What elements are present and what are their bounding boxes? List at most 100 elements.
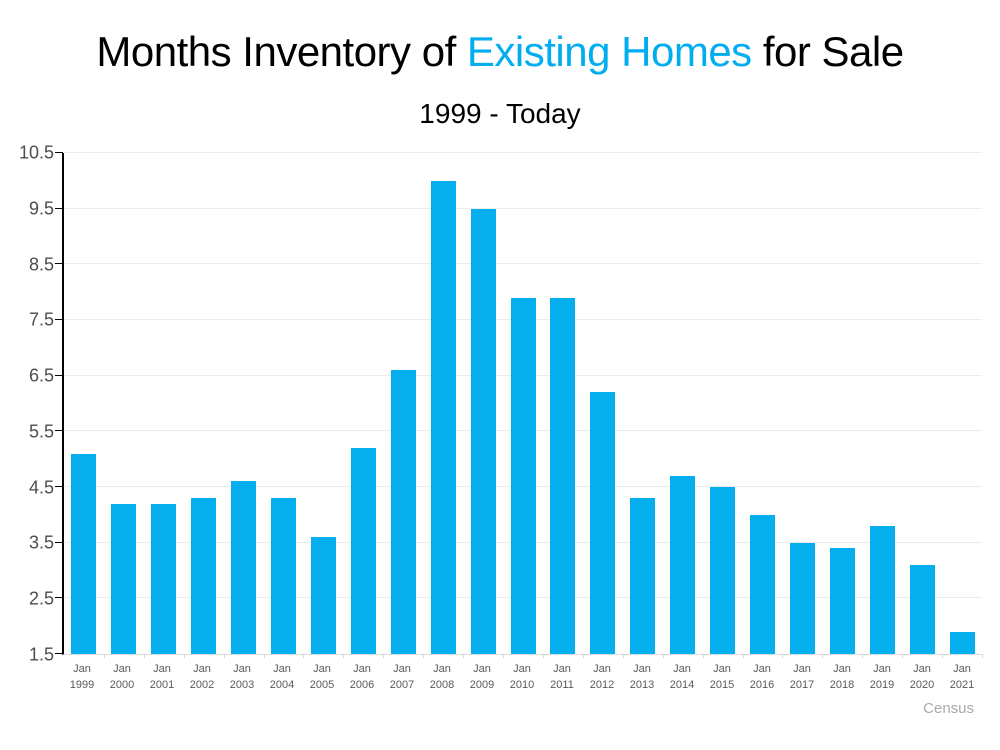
x-tick-label: Jan 2000 (109, 663, 135, 691)
x-axis-tick (303, 654, 305, 658)
gridline (64, 263, 982, 265)
y-axis-tick (55, 207, 63, 209)
y-tick-label: 7.5 (28, 309, 54, 330)
y-tick-label: 10.5 (18, 142, 54, 163)
page-title: Months Inventory of Existing Homes for S… (0, 28, 1000, 76)
x-tick-label: Jan 2010 (509, 663, 535, 691)
title-part1: Months Inventory of (96, 28, 467, 75)
x-tick-label: Jan 2016 (749, 663, 775, 691)
bar-jan-2018 (829, 548, 855, 654)
x-tick-label: Jan 2001 (149, 663, 175, 691)
x-axis-tick (183, 654, 185, 658)
bar-jan-2002 (191, 498, 217, 654)
y-tick-label: 5.5 (28, 421, 54, 442)
y-axis-tick (55, 319, 63, 321)
x-axis-tick (902, 654, 904, 658)
x-tick-label: Jan 2012 (589, 663, 615, 691)
x-axis-tick (582, 654, 584, 658)
x-axis-tick (103, 654, 105, 658)
x-tick-label: Jan 2018 (829, 663, 855, 691)
bar-jan-1999 (71, 453, 97, 654)
x-axis-tick (742, 654, 744, 658)
x-tick-label: Jan 2004 (269, 663, 295, 691)
x-axis-tick (383, 654, 385, 658)
bar-jan-2020 (909, 564, 935, 654)
y-axis-tick (55, 152, 63, 153)
x-axis-tick (662, 654, 664, 658)
x-tick-label: Jan 2003 (229, 663, 255, 691)
y-axis-tick (55, 597, 63, 599)
bar-jan-2004 (271, 498, 297, 654)
source-label: Census (923, 700, 974, 717)
x-axis-tick (702, 654, 704, 658)
y-axis-tick (55, 653, 63, 654)
y-axis-tick (55, 541, 63, 543)
y-tick-label: 6.5 (28, 365, 54, 386)
plot-area (55, 152, 983, 658)
x-axis-tick (463, 654, 465, 658)
x-axis-tick (263, 654, 265, 658)
x-axis-tick (622, 654, 624, 658)
bar-jan-2019 (869, 525, 895, 654)
x-axis-tick (143, 654, 145, 658)
gridline (64, 152, 982, 153)
bar-jan-2005 (310, 537, 336, 654)
x-tick-label: Jan 2008 (429, 663, 455, 691)
x-axis-tick (982, 654, 983, 658)
y-axis-labels: 1.5 2.5 3.5 4.5 5.5 6.5 7.5 8.5 9.5 10.5 (0, 143, 54, 665)
x-axis-tick (343, 654, 345, 658)
y-axis-tick (55, 374, 63, 376)
y-tick-label: 8.5 (28, 254, 54, 275)
y-tick-label: 1.5 (28, 644, 54, 665)
bar-jan-2021 (949, 631, 975, 654)
bar-jan-2014 (670, 475, 696, 654)
x-tick-label: Jan 2002 (189, 663, 215, 691)
bar-jan-2008 (430, 180, 456, 654)
y-tick-label: 2.5 (28, 588, 54, 609)
x-axis-labels: Jan 1999 Jan 2000 Jan 2001 Jan 2002 Jan 2003 Jan 20… (62, 662, 982, 702)
bar-jan-2003 (231, 481, 257, 654)
x-axis-tick (822, 654, 824, 658)
bar-jan-2009 (470, 208, 496, 654)
x-axis-tick (542, 654, 544, 658)
x-axis-tick (782, 654, 784, 658)
x-tick-label: Jan 2014 (669, 663, 695, 691)
x-tick-label: Jan 2017 (789, 663, 815, 691)
x-tick-label: Jan 2007 (389, 663, 415, 691)
bar-jan-2016 (749, 514, 775, 654)
y-tick-label: 3.5 (28, 532, 54, 553)
bar-jan-2001 (151, 503, 177, 654)
bar-jan-2006 (350, 448, 376, 654)
chart-subtitle: 1999 - Today (419, 98, 581, 129)
x-axis-tick (862, 654, 864, 658)
y-axis-tick (55, 486, 63, 488)
x-tick-label: Jan 2019 (869, 663, 895, 691)
x-tick-label: Jan 2009 (469, 663, 495, 691)
x-axis-tick (423, 654, 425, 658)
title-highlight: Existing Homes (466, 28, 752, 75)
y-axis-tick (55, 263, 63, 265)
x-tick-label: Jan 1999 (69, 663, 95, 691)
x-axis-tick (942, 654, 944, 658)
x-tick-label: Jan 2020 (909, 663, 935, 691)
bar-jan-2000 (111, 503, 137, 654)
x-tick-label: Jan 2015 (709, 663, 735, 691)
title-part2: for Sale (751, 28, 904, 75)
x-tick-label: Jan 2021 (949, 663, 975, 691)
bar-jan-2007 (390, 370, 416, 654)
y-tick-label: 9.5 (28, 198, 54, 219)
x-axis-tick (503, 654, 505, 658)
x-tick-label: Jan 2013 (629, 663, 655, 691)
bar-jan-2011 (550, 297, 576, 654)
gridline (64, 207, 982, 209)
x-axis-tick (223, 654, 225, 658)
bar-jan-2010 (510, 297, 536, 654)
x-tick-label: Jan 2006 (349, 663, 375, 691)
bar-jan-2015 (710, 487, 736, 654)
y-tick-label: 4.5 (28, 477, 54, 498)
bar-jan-2017 (789, 542, 815, 654)
bar-jan-2012 (590, 392, 616, 654)
y-axis-tick (55, 430, 63, 432)
x-tick-label: Jan 2005 (309, 663, 335, 691)
